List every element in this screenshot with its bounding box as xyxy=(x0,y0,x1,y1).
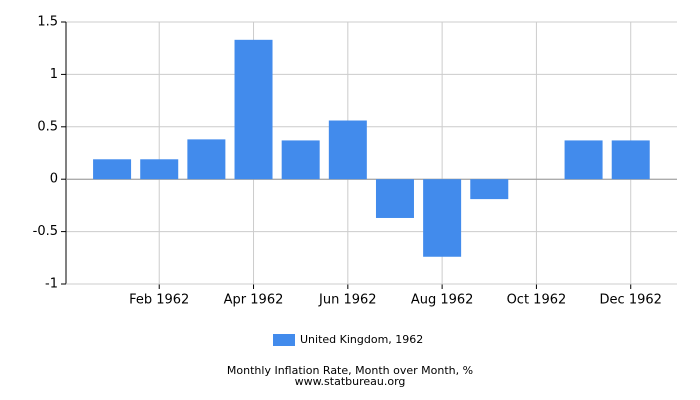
x-tick-label: Dec 1962 xyxy=(600,293,662,308)
y-tick-label: 0.5 xyxy=(37,119,58,134)
bar xyxy=(234,39,273,180)
bar xyxy=(140,159,179,180)
y-tick-label: 1 xyxy=(50,67,58,82)
chart-title: Monthly Inflation Rate, Month over Month… xyxy=(227,364,473,377)
y-tick-label: 1.5 xyxy=(37,15,58,30)
bar xyxy=(470,179,509,200)
chart-source: www.statbureau.org xyxy=(295,375,406,388)
bar xyxy=(281,140,320,180)
x-tick-label: Jun 1962 xyxy=(318,293,377,308)
bar xyxy=(611,140,650,180)
bar xyxy=(93,159,132,180)
y-tick-label: -1 xyxy=(45,277,58,292)
legend-label: United Kingdom, 1962 xyxy=(300,333,423,346)
y-tick-label: -0.5 xyxy=(33,224,58,239)
x-tick-label: Feb 1962 xyxy=(129,293,189,308)
bar xyxy=(564,140,603,180)
bar xyxy=(375,179,414,218)
y-tick-label: 0 xyxy=(50,172,58,187)
bar xyxy=(187,139,226,180)
x-tick-label: Apr 1962 xyxy=(224,293,284,308)
x-tick-label: Aug 1962 xyxy=(411,293,474,308)
bar xyxy=(423,179,462,257)
bar xyxy=(328,120,367,180)
x-tick-label: Oct 1962 xyxy=(507,293,567,308)
legend-swatch xyxy=(273,334,295,346)
